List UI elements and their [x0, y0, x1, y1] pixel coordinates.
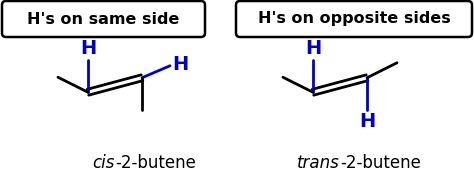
Text: -2-butene: -2-butene: [115, 154, 196, 172]
FancyBboxPatch shape: [2, 1, 205, 37]
Text: cis: cis: [92, 154, 115, 172]
Text: H: H: [172, 55, 188, 74]
Text: H: H: [305, 39, 321, 58]
Text: H's on opposite sides: H's on opposite sides: [258, 11, 450, 26]
Text: trans: trans: [297, 154, 340, 172]
Text: -2-butene: -2-butene: [340, 154, 421, 172]
Text: H: H: [359, 112, 375, 131]
Text: H: H: [80, 39, 96, 58]
Text: H's on same side: H's on same side: [27, 11, 179, 26]
FancyBboxPatch shape: [236, 1, 472, 37]
